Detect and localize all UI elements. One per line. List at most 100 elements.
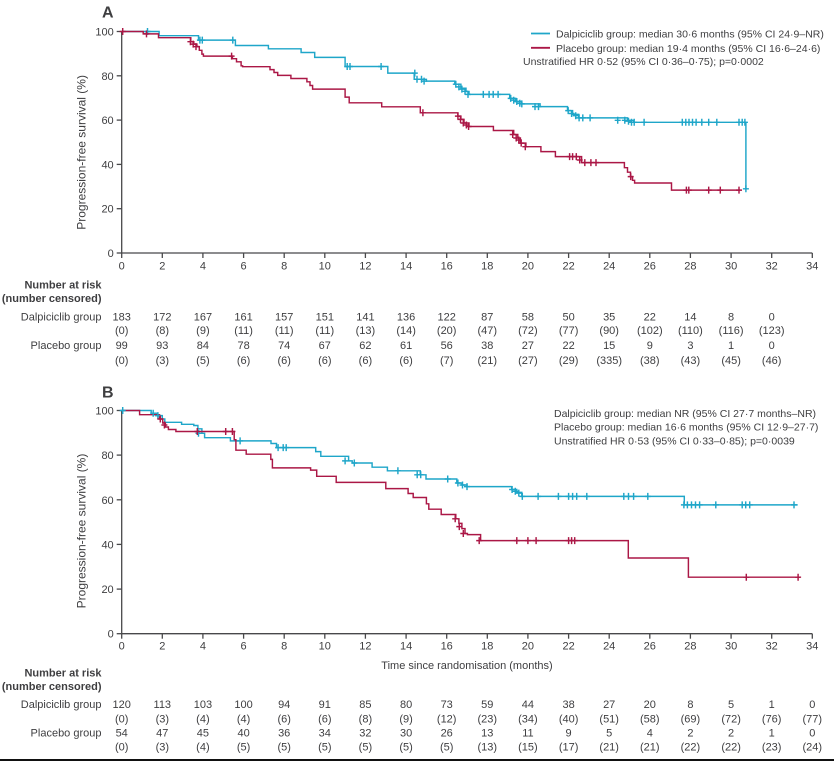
svg-text:12: 12 [359,641,371,653]
svg-text:Number at risk: Number at risk [24,667,102,679]
svg-text:2: 2 [687,727,693,739]
svg-text:20: 20 [101,584,113,596]
svg-text:(51): (51) [599,713,619,725]
svg-text:(6): (6) [237,355,250,367]
svg-text:18: 18 [481,261,493,273]
svg-text:8: 8 [281,641,287,653]
svg-text:183: 183 [113,311,131,323]
svg-text:(123): (123) [759,325,785,337]
svg-text:157: 157 [275,311,293,323]
svg-text:(24): (24) [803,742,823,754]
svg-text:(38): (38) [640,355,660,367]
svg-text:(45): (45) [721,355,741,367]
svg-text:(15): (15) [518,742,538,754]
svg-text:Placebo group: Placebo group [31,340,102,352]
svg-text:38: 38 [481,340,493,352]
svg-text:61: 61 [400,340,412,352]
svg-text:0: 0 [809,727,815,739]
svg-text:40: 40 [237,727,249,739]
svg-text:20: 20 [101,204,113,216]
svg-text:24: 24 [603,261,615,273]
svg-text:26: 26 [644,641,656,653]
svg-text:(77): (77) [559,325,579,337]
svg-text:(40): (40) [559,713,579,725]
svg-text:27: 27 [603,699,615,711]
svg-text:20: 20 [522,261,534,273]
svg-text:62: 62 [359,340,371,352]
svg-text:141: 141 [356,311,374,323]
svg-text:13: 13 [481,727,493,739]
svg-text:2: 2 [159,641,165,653]
svg-text:40: 40 [101,159,113,171]
svg-text:24: 24 [603,641,615,653]
svg-text:6: 6 [241,261,247,273]
svg-text:Placebo group: median 19·4 mon: Placebo group: median 19·4 months (95% C… [556,43,820,55]
svg-text:38: 38 [562,699,574,711]
svg-text:59: 59 [481,699,493,711]
svg-text:27: 27 [522,340,534,352]
svg-text:(13): (13) [356,325,376,337]
svg-text:44: 44 [522,699,534,711]
svg-text:80: 80 [101,71,113,83]
svg-text:34: 34 [319,727,331,739]
svg-text:(5): (5) [277,742,290,754]
svg-text:(58): (58) [640,713,660,725]
svg-text:(6): (6) [277,713,290,725]
svg-text:28: 28 [684,641,696,653]
svg-text:(21): (21) [478,355,498,367]
svg-text:10: 10 [319,261,331,273]
svg-text:18: 18 [481,641,493,653]
svg-text:26: 26 [441,727,453,739]
svg-text:0: 0 [809,699,815,711]
svg-text:(6): (6) [359,355,372,367]
svg-text:16: 16 [441,261,453,273]
svg-text:172: 172 [153,311,171,323]
svg-text:9: 9 [566,727,572,739]
svg-text:(22): (22) [721,742,741,754]
svg-text:5: 5 [606,727,612,739]
svg-text:(0): (0) [115,713,128,725]
svg-text:(number censored): (number censored) [2,681,102,693]
svg-text:100: 100 [95,27,113,39]
svg-text:45: 45 [197,727,209,739]
svg-text:(6): (6) [399,355,412,367]
svg-text:22: 22 [562,261,574,273]
svg-text:26: 26 [644,261,656,273]
svg-text:67: 67 [319,340,331,352]
svg-text:(335): (335) [596,355,622,367]
svg-text:(number censored): (number censored) [2,293,102,305]
svg-text:(3): (3) [156,742,169,754]
svg-text:2: 2 [159,261,165,273]
svg-text:(21): (21) [599,742,619,754]
svg-text:0: 0 [119,261,125,273]
svg-text:(4): (4) [196,713,209,725]
svg-text:(23): (23) [762,742,782,754]
svg-text:35: 35 [603,311,615,323]
svg-text:113: 113 [154,699,172,711]
svg-text:(3): (3) [156,713,169,725]
svg-text:(11): (11) [234,325,253,337]
svg-text:30: 30 [725,641,737,653]
svg-text:5: 5 [728,699,734,711]
svg-text:30: 30 [400,727,412,739]
svg-text:32: 32 [766,641,778,653]
svg-text:(0): (0) [115,355,128,367]
svg-text:84: 84 [197,340,209,352]
svg-text:30: 30 [725,261,737,273]
svg-text:(8): (8) [359,713,372,725]
svg-text:91: 91 [319,699,331,711]
svg-text:22: 22 [562,340,574,352]
svg-text:Number at risk: Number at risk [24,279,102,291]
svg-text:32: 32 [766,261,778,273]
svg-text:3: 3 [687,340,693,352]
svg-text:A: A [102,5,114,22]
svg-text:34: 34 [806,641,818,653]
svg-text:151: 151 [316,311,334,323]
svg-text:(72): (72) [721,713,741,725]
svg-text:40: 40 [101,539,113,551]
svg-text:1: 1 [728,340,734,352]
svg-text:(72): (72) [518,325,538,337]
svg-text:(9): (9) [399,713,412,725]
svg-text:56: 56 [441,340,453,352]
svg-text:Dalpiciclib group: Dalpiciclib group [21,311,102,323]
